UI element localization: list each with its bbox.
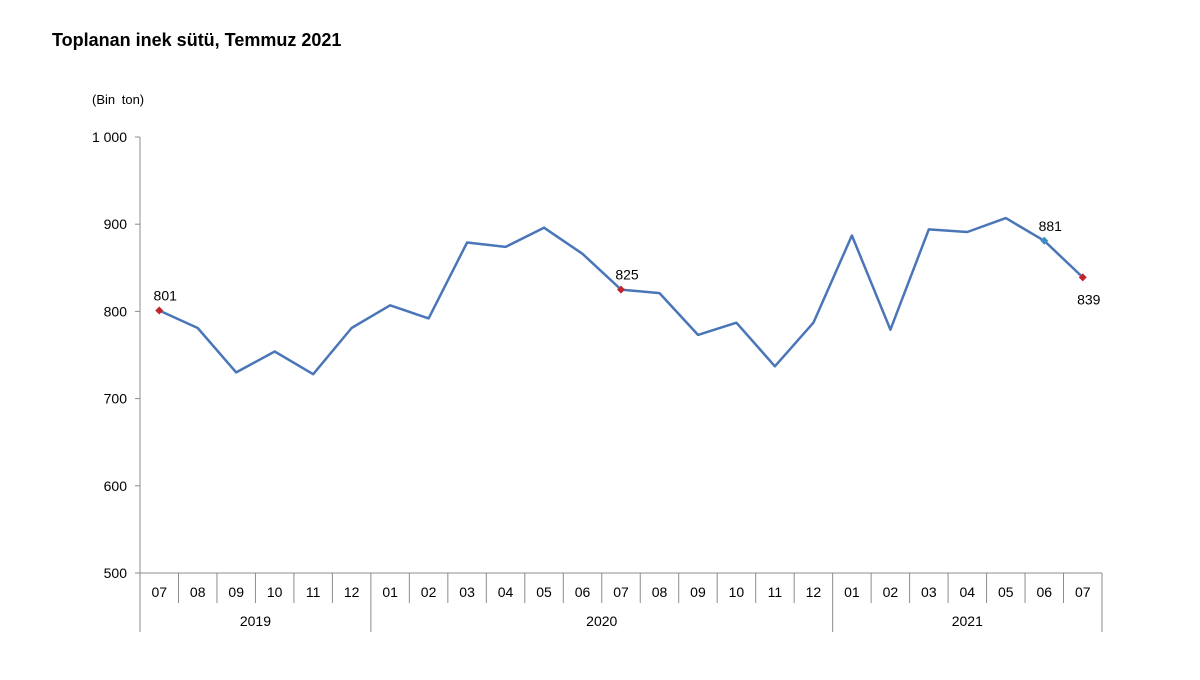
year-label: 2019 (240, 613, 271, 629)
y-tick-label: 700 (104, 391, 128, 407)
x-tick-label: 02 (421, 584, 437, 600)
y-tick-label: 900 (104, 216, 128, 232)
data-label: 839 (1077, 291, 1101, 307)
x-tick-label: 07 (613, 584, 629, 600)
data-point-marker (617, 285, 625, 294)
x-tick-label: 10 (267, 584, 283, 600)
x-tick-label: 04 (498, 584, 514, 600)
y-tick-label: 600 (104, 478, 128, 494)
data-point-marker (1078, 273, 1087, 282)
x-tick-label: 11 (768, 584, 783, 600)
year-label: 2020 (586, 613, 617, 629)
y-axis-labels: 500 600 700 800 900 1 000 (92, 129, 127, 581)
x-tick-label: 12 (806, 584, 822, 600)
data-label: 825 (615, 267, 639, 283)
chart-title: Toplanan inek sütü, Temmuz 2021 (52, 30, 342, 50)
x-tick-label: 01 (844, 584, 860, 600)
data-label: 801 (154, 288, 178, 304)
chart-axes (135, 136, 1103, 632)
x-tick-label: 11 (306, 584, 321, 600)
x-tick-label: 02 (883, 584, 899, 600)
series-lines (158, 216, 1084, 376)
data-markers: 801 825 881 839 (154, 218, 1101, 315)
data-point-marker (155, 306, 164, 315)
x-tick-label: 04 (960, 584, 976, 600)
x-tick-label: 03 (921, 584, 937, 600)
x-tick-label: 06 (1036, 584, 1052, 600)
x-tick-label: 09 (228, 584, 244, 600)
year-label: 2021 (952, 613, 983, 629)
x-tick-label: 12 (344, 584, 360, 600)
y-tick-label: 500 (104, 565, 128, 581)
y-tick-label: 1 000 (92, 129, 127, 145)
x-tick-label: 06 (575, 584, 591, 600)
data-point-marker (1040, 236, 1049, 245)
x-tick-label: 09 (690, 584, 706, 600)
x-tick-label: 03 (459, 584, 475, 600)
x-tick-label: 05 (536, 584, 552, 600)
x-tick-label: 07 (151, 584, 167, 600)
x-tick-label: 10 (729, 584, 745, 600)
x-tick-label: 05 (998, 584, 1014, 600)
x-axis-labels: 07 08 09 10 11 12 01 02 03 04 05 06 07 08 09 10 11 12 01 02… (151, 584, 1090, 629)
x-tick-label: 07 (1075, 584, 1091, 600)
x-tick-label: 08 (652, 584, 668, 600)
x-tick-label: 08 (190, 584, 206, 600)
y-tick-label: 800 (104, 303, 128, 319)
series-line (158, 216, 1084, 376)
x-tick-label: 01 (382, 584, 398, 600)
data-label: 881 (1039, 218, 1063, 234)
y-axis-unit-label: (Bin ton) (92, 92, 145, 107)
